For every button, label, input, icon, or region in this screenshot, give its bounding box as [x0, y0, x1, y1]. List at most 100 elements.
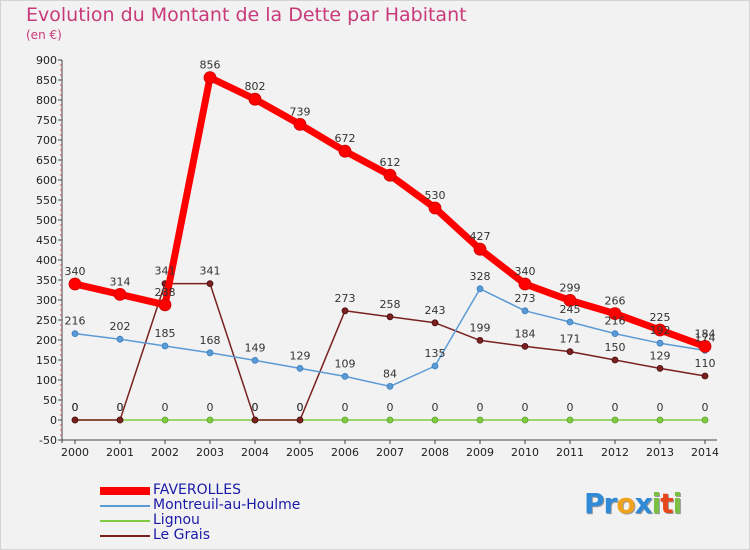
data-point: [698, 339, 712, 353]
data-point: [656, 416, 664, 424]
data-label: 0: [72, 401, 79, 414]
data-point: [476, 285, 484, 293]
data-point: [653, 323, 667, 337]
data-label: 129: [650, 349, 671, 362]
data-point: [158, 298, 172, 312]
chart-title: Evolution du Montant de la Dette par Hab…: [26, 4, 467, 26]
data-label: 340: [65, 265, 86, 278]
data-point: [476, 416, 484, 424]
x-tick-label: 2009: [466, 446, 494, 459]
y-tick-label: 250: [36, 314, 57, 327]
data-label: 427: [470, 230, 491, 243]
y-tick-label: 550: [36, 194, 57, 207]
data-label: 185: [155, 327, 176, 340]
x-tick-label: 2011: [556, 446, 584, 459]
data-point: [383, 168, 397, 182]
data-point: [251, 356, 259, 364]
data-label: 288: [155, 286, 176, 299]
data-point: [611, 356, 619, 364]
data-point: [428, 201, 442, 215]
x-tick-label: 2003: [196, 446, 224, 459]
data-label: 192: [650, 324, 671, 337]
data-point: [566, 348, 574, 356]
x-tick-label: 2001: [106, 446, 134, 459]
logo-letter: o: [616, 487, 635, 520]
data-label: 84: [383, 367, 397, 380]
data-point: [521, 416, 529, 424]
data-label: 0: [252, 401, 259, 414]
data-label: 150: [605, 341, 626, 354]
data-label: 0: [207, 401, 214, 414]
data-label: 0: [522, 401, 529, 414]
data-label: 174: [695, 331, 716, 344]
chart-unit-label: (en €): [26, 28, 62, 42]
data-point: [656, 364, 664, 372]
data-label: 341: [155, 265, 176, 278]
data-point: [608, 307, 622, 321]
x-tick-label: 2005: [286, 446, 314, 459]
y-tick-label: 300: [36, 294, 57, 307]
data-label: 0: [567, 401, 574, 414]
data-label: 0: [477, 401, 484, 414]
data-point: [248, 92, 262, 106]
data-label: 530: [425, 189, 446, 202]
data-label: 0: [387, 401, 394, 414]
data-label: 245: [560, 303, 581, 316]
y-tick-label: 850: [36, 74, 57, 87]
data-label: 612: [380, 156, 401, 169]
data-label: 202: [110, 320, 131, 333]
data-label: 341: [200, 265, 221, 278]
data-label: 299: [560, 281, 581, 294]
data-label: 225: [650, 311, 671, 324]
data-label: 0: [612, 401, 619, 414]
data-point: [116, 335, 124, 343]
data-point: [161, 342, 169, 350]
logo-letter: P: [584, 487, 605, 520]
data-point: [296, 416, 304, 424]
logo-letter: r: [603, 487, 618, 520]
y-tick-label: -50: [39, 434, 57, 447]
data-point: [386, 416, 394, 424]
data-label: 0: [702, 401, 709, 414]
legend-swatch: [100, 505, 150, 507]
data-label: 0: [252, 401, 259, 414]
y-tick-label: 50: [43, 394, 57, 407]
data-point: [293, 118, 307, 131]
y-tick-label: 750: [36, 114, 57, 127]
proxiti-logo: Proxiti: [584, 487, 682, 520]
x-tick-label: 2006: [331, 446, 359, 459]
data-point: [386, 313, 394, 321]
data-point: [521, 342, 529, 350]
data-label: 0: [432, 401, 439, 414]
data-point: [476, 336, 484, 344]
y-tick-label: 100: [36, 374, 57, 387]
x-tick-label: 2000: [61, 446, 89, 459]
data-point: [161, 416, 169, 424]
x-tick-label: 2008: [421, 446, 449, 459]
data-point: [431, 319, 439, 327]
y-tick-label: 650: [36, 154, 57, 167]
y-tick-label: 600: [36, 174, 57, 187]
data-point: [341, 307, 349, 315]
data-label: 168: [200, 334, 221, 347]
legend-label: FAVEROLLES: [153, 482, 241, 498]
data-point: [206, 349, 214, 357]
data-label: 856: [200, 59, 221, 72]
logo-letter: i: [651, 487, 662, 520]
data-label: 340: [515, 265, 536, 278]
data-point: [206, 416, 214, 424]
legend-label: Le Grais: [153, 527, 210, 543]
data-label: 273: [335, 292, 356, 305]
data-label: 328: [470, 270, 491, 283]
data-point: [386, 382, 394, 390]
data-label: 258: [380, 298, 401, 311]
data-point: [68, 277, 82, 291]
data-point: [611, 330, 619, 338]
data-point: [71, 330, 79, 338]
data-point: [431, 416, 439, 424]
legend-swatch: [100, 487, 150, 495]
data-label: 216: [65, 315, 86, 328]
data-label: 672: [335, 132, 356, 145]
data-label: 739: [290, 105, 311, 118]
